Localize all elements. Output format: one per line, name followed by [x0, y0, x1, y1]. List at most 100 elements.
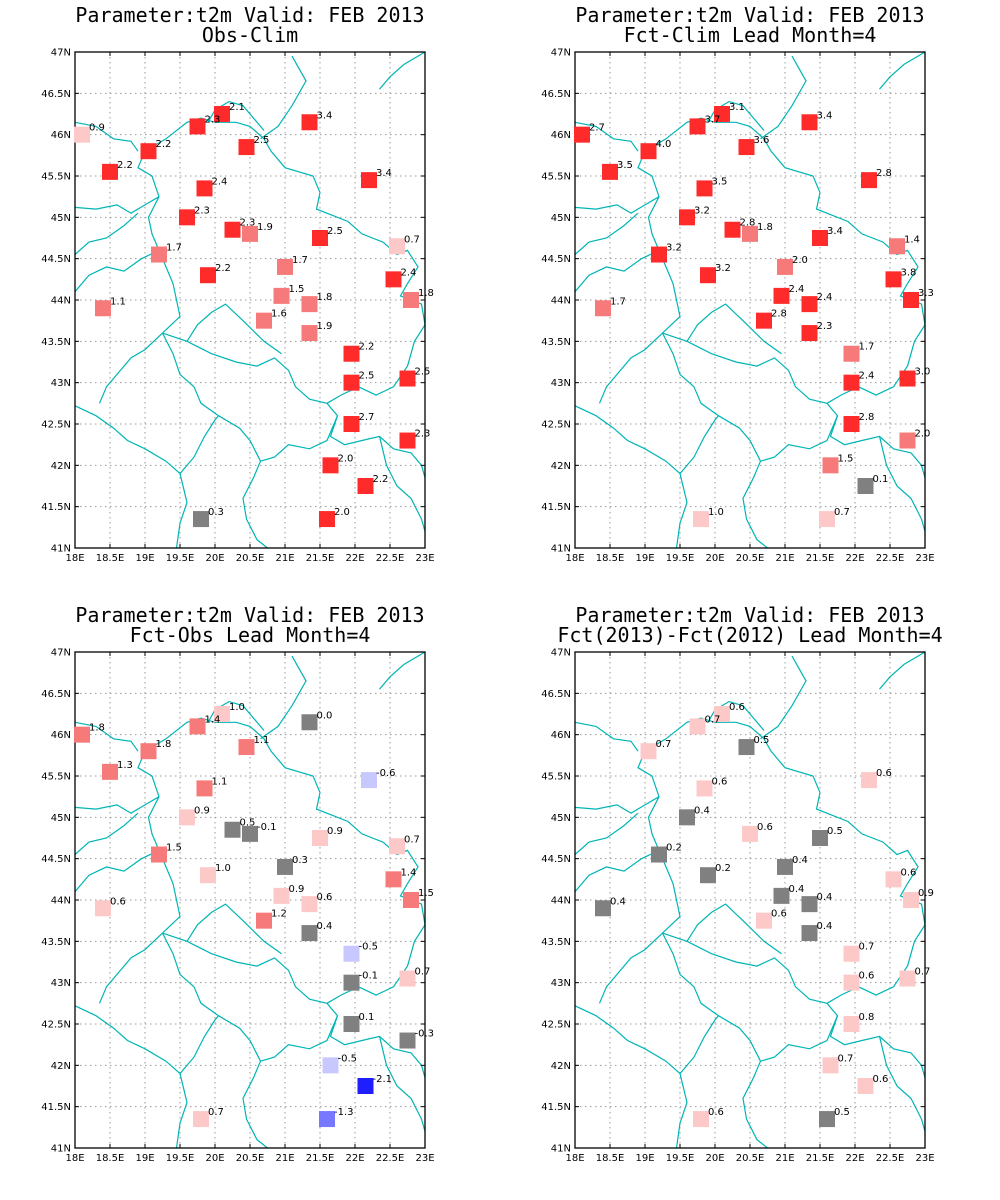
station-value-label: 1.1 [110, 296, 126, 307]
country-border [74, 812, 139, 855]
station-marker [756, 312, 772, 329]
station-marker [595, 900, 611, 917]
station-value-label: 0.1 [359, 1012, 375, 1023]
country-border [161, 332, 268, 549]
country-border [574, 721, 639, 752]
station-marker [399, 432, 416, 449]
lon-tick-label: 19E [135, 1153, 154, 1164]
station-marker [903, 892, 919, 908]
station-marker [861, 772, 877, 789]
country-border [686, 903, 782, 955]
station-value-label: 1.5 [838, 453, 854, 464]
station-marker [312, 230, 328, 246]
lat-tick-label: 41.5N [541, 1102, 571, 1113]
country-border [175, 473, 188, 549]
station-marker [843, 416, 860, 432]
station-marker [301, 296, 318, 313]
lat-tick-label: 42.5N [41, 420, 71, 431]
station-marker [224, 221, 241, 238]
station-value-label: 0.6 [110, 896, 126, 907]
station-marker [238, 139, 255, 156]
station-value-label: 2.3 [205, 114, 221, 125]
lat-tick-label: 41.5N [541, 502, 571, 513]
station-value-label: 0.2 [666, 843, 682, 854]
country-border [98, 796, 181, 1004]
lon-tick-label: 20E [205, 1153, 224, 1164]
lon-tick-label: 20.5E [236, 1153, 265, 1164]
lon-tick-label: 19.5E [666, 1153, 695, 1164]
country-border [186, 303, 282, 355]
station-value-label: 0.2 [715, 863, 731, 874]
station-marker [200, 267, 216, 284]
station-value-label: 1.2 [271, 909, 287, 920]
lat-tick-label: 46.5N [541, 89, 571, 100]
country-border [74, 721, 139, 752]
lat-tick-label: 43.5N [41, 937, 71, 948]
station-value-label: 0.3 [292, 855, 308, 866]
station-marker [403, 892, 419, 908]
station-marker [189, 718, 206, 735]
station-marker [756, 912, 772, 929]
country-border [326, 324, 426, 404]
lat-tick-label: 42.5N [541, 420, 571, 431]
country-border [574, 849, 660, 893]
station-value-label: 0.7 [404, 834, 420, 845]
lat-tick-label: 44N [51, 296, 71, 307]
station-value-label: 1.5 [166, 843, 182, 854]
station-value-label: 0.4 [817, 892, 833, 903]
station-value-label: 2.4 [817, 292, 833, 303]
station-value-label: 3.5 [712, 176, 728, 187]
station-marker [801, 114, 818, 131]
station-marker [238, 739, 255, 756]
station-marker [651, 846, 667, 863]
station-marker [399, 970, 416, 987]
lon-tick-label: 23E [915, 1153, 934, 1164]
station-marker [822, 1057, 839, 1074]
lat-tick-label: 44.5N [541, 854, 571, 865]
lat-tick-label: 43N [51, 378, 71, 389]
station-marker [322, 457, 339, 474]
station-value-label: 0.4 [789, 884, 805, 895]
station-marker [843, 945, 860, 962]
lon-tick-label: 20E [705, 553, 724, 564]
station-value-label: 2.4 [789, 284, 805, 295]
station-marker [738, 739, 755, 756]
station-marker [602, 163, 618, 180]
country-border [679, 1015, 719, 1074]
lon-tick-label: 20.5E [736, 553, 765, 564]
lat-tick-label: 42N [51, 461, 71, 472]
lat-tick-label: 42.5N [541, 1020, 571, 1031]
station-value-label: 1.0 [215, 863, 231, 874]
lat-tick-label: 45.5N [41, 172, 71, 183]
country-border [679, 415, 719, 474]
station-value-label: 1.8 [757, 222, 773, 233]
station-marker [224, 821, 241, 838]
station-value-label: 1.0 [708, 507, 724, 518]
lat-tick-label: 41N [51, 544, 71, 555]
lon-tick-label: 18.5E [96, 1153, 125, 1164]
lat-tick-label: 46.5N [41, 689, 71, 700]
station-marker [714, 706, 730, 722]
station-marker [193, 511, 209, 528]
station-value-label: 0.7 [208, 1107, 224, 1118]
country-border [74, 849, 160, 893]
lon-tick-label: 21E [775, 553, 794, 564]
station-marker [857, 1078, 874, 1094]
lon-tick-label: 21.5E [806, 1153, 835, 1164]
station-value-label: 0.1 [873, 474, 889, 485]
panel-title: Parameter:t2m Valid: FEB 2013 [575, 3, 924, 27]
station-marker [301, 925, 318, 942]
station-marker [301, 896, 318, 913]
station-marker [843, 374, 860, 391]
station-value-label: 2.0 [334, 507, 350, 518]
lon-tick-label: 22E [845, 553, 864, 564]
lat-tick-label: 44N [551, 896, 571, 907]
station-marker [679, 209, 695, 226]
station-value-label: 3.2 [694, 205, 710, 216]
country-border [707, 700, 765, 731]
station-value-label: -0.5 [338, 1053, 358, 1064]
station-marker [801, 925, 818, 942]
lat-tick-label: 41.5N [41, 502, 71, 513]
lat-tick-label: 42N [51, 1061, 71, 1072]
station-marker [399, 1032, 416, 1049]
